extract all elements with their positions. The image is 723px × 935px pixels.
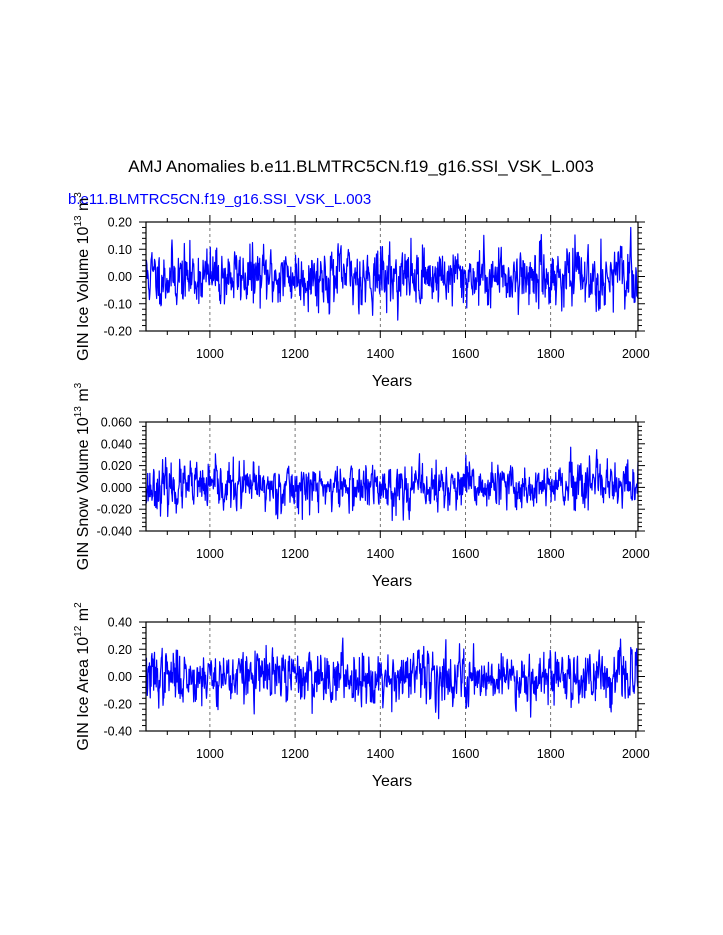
panels: 1000 1200 1400 1600 1800 2000 -0.20 -0.10 0.00 0.… xyxy=(73,192,650,790)
x-tick-label: 1000 xyxy=(196,347,224,361)
x-tick-label: 1800 xyxy=(537,747,565,761)
panel-ice-area: 1000 1200 1400 1600 1800 2000 -0.40 -0.20 0.00 0.… xyxy=(73,602,650,790)
x-tick-label: 1800 xyxy=(537,347,565,361)
panel-snow-volume: 1000 1200 1400 1600 1800 2000 -0.040 -0.020 0.00… xyxy=(73,382,650,590)
y-tick-label: 0.10 xyxy=(108,243,132,257)
x-tick-label: 1600 xyxy=(452,347,480,361)
y-axis-label: GIN Snow Volume 1013 m3 xyxy=(73,382,92,570)
x-tick-label: 1200 xyxy=(281,347,309,361)
series-line-ice-area xyxy=(145,637,639,720)
x-tick-label: 1200 xyxy=(281,547,309,561)
chart-title: AMJ Anomalies b.e11.BLMTRC5CN.f19_g16.SS… xyxy=(128,157,594,176)
y-tick-label: -0.40 xyxy=(104,725,133,739)
x-tick-label: 1800 xyxy=(537,547,565,561)
x-tick-label: 1000 xyxy=(196,747,224,761)
plot-frame xyxy=(145,421,639,532)
y-tick-label: 0.020 xyxy=(101,459,132,473)
series-line-snow-volume xyxy=(145,446,639,522)
y-tick-label: 0.40 xyxy=(108,616,132,630)
x-tick-label: 1400 xyxy=(366,347,394,361)
y-axis-label: GIN Ice Area 1012 m2 xyxy=(73,602,92,751)
x-tick-label: 1400 xyxy=(366,547,394,561)
x-tick-label: 2000 xyxy=(622,547,650,561)
x-tick-label: 1000 xyxy=(196,547,224,561)
y-tick-label: -0.020 xyxy=(97,503,132,517)
x-tick-label: 1400 xyxy=(366,747,394,761)
y-tick-label: 0.20 xyxy=(108,643,132,657)
x-tick-label: 1200 xyxy=(281,747,309,761)
x-axis-label: Years xyxy=(372,773,412,790)
y-tick-label: -0.10 xyxy=(104,297,133,311)
x-tick-label: 1600 xyxy=(452,547,480,561)
y-tick-label: 0.000 xyxy=(101,481,132,495)
y-tick-label: 0.060 xyxy=(101,416,132,430)
x-axis-label: Years xyxy=(372,573,412,590)
x-axis-label: Years xyxy=(372,373,412,390)
y-tick-label: 0.00 xyxy=(108,670,132,684)
y-tick-label: 0.00 xyxy=(108,270,132,284)
y-tick-label: -0.20 xyxy=(104,697,133,711)
chart-subtitle: b.e11.BLMTRC5CN.f19_g16.SSI_VSK_L.003 xyxy=(68,191,371,208)
panel-ice-volume: 1000 1200 1400 1600 1800 2000 -0.20 -0.10 0.00 0.… xyxy=(73,192,650,390)
y-tick-label: 0.040 xyxy=(101,437,132,451)
x-tick-label: 1600 xyxy=(452,747,480,761)
y-tick-label: -0.040 xyxy=(97,525,132,539)
y-axis-label: GIN Ice Volume 1013 m3 xyxy=(73,192,92,361)
y-tick-label: -0.20 xyxy=(104,325,133,339)
x-tick-label: 2000 xyxy=(622,347,650,361)
series-line-ice-volume xyxy=(145,226,639,321)
y-tick-label: 0.20 xyxy=(108,216,132,230)
x-tick-label: 2000 xyxy=(622,747,650,761)
